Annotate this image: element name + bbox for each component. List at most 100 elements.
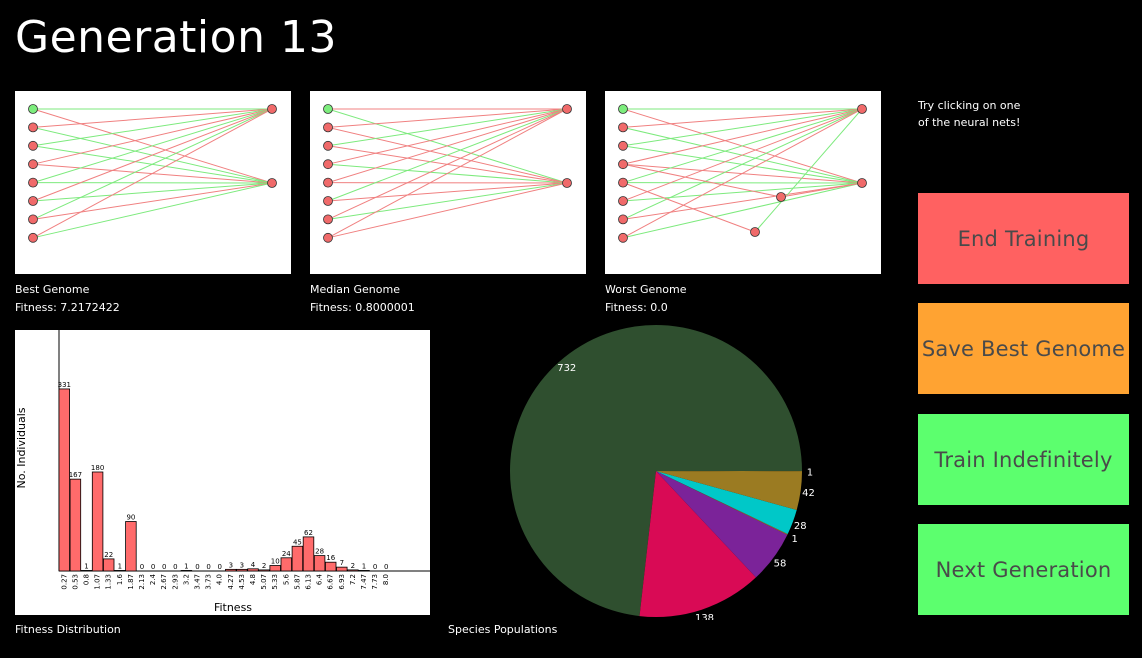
connection-line bbox=[327, 108, 568, 147]
best-genome-label: Best Genome bbox=[15, 283, 90, 296]
output-node bbox=[562, 178, 572, 188]
bar-value-label: 22 bbox=[104, 551, 113, 559]
bar-value-label: 1 bbox=[184, 562, 188, 570]
x-tick-label: 2.93 bbox=[171, 574, 179, 590]
bar-value-label: 24 bbox=[282, 550, 291, 558]
fitness-bar bbox=[58, 388, 71, 572]
connection-line bbox=[327, 182, 568, 202]
x-tick-label: 7.73 bbox=[371, 574, 379, 590]
next-generation-button[interactable]: Next Generation bbox=[918, 524, 1129, 615]
x-tick-label: 8.0 bbox=[382, 574, 390, 585]
fitness-bar bbox=[280, 557, 293, 572]
pie-slice-label: 28 bbox=[794, 521, 807, 532]
bar-value-label: 331 bbox=[58, 381, 71, 389]
fitness-bar bbox=[302, 536, 315, 572]
x-tick-label: 2.67 bbox=[160, 574, 168, 590]
x-axis-label: Fitness bbox=[214, 601, 252, 614]
input-node bbox=[618, 196, 628, 206]
input-node bbox=[618, 232, 628, 243]
y-axis-label: No. Individuals bbox=[15, 407, 28, 488]
median-genome-graph bbox=[323, 104, 572, 243]
bar-value-label: 0 bbox=[217, 563, 221, 571]
best-genome-fitness: Fitness: 7.2172422 bbox=[15, 301, 120, 314]
worst-genome-nodes bbox=[618, 104, 867, 243]
connection-line bbox=[622, 108, 863, 147]
output-node bbox=[562, 104, 572, 114]
connection-line bbox=[32, 182, 273, 239]
x-tick-label: 3.73 bbox=[205, 574, 213, 590]
x-tick-label: 1.33 bbox=[105, 574, 113, 590]
worst-genome-label: Worst Genome bbox=[605, 283, 687, 296]
connection-line bbox=[327, 108, 568, 239]
x-tick-label: 4.8 bbox=[249, 574, 257, 585]
fitness-bar bbox=[313, 555, 326, 572]
connection-line bbox=[327, 108, 568, 202]
fitness-bar bbox=[247, 568, 259, 572]
output-node bbox=[267, 104, 277, 114]
median-genome-network[interactable] bbox=[310, 91, 586, 274]
fitness-bar bbox=[103, 558, 115, 572]
bar-value-label: 0 bbox=[162, 563, 166, 571]
input-node bbox=[618, 214, 628, 225]
x-tick-label: 5.33 bbox=[271, 574, 279, 590]
fitness-bar bbox=[114, 570, 126, 572]
connection-line bbox=[32, 182, 273, 220]
connection-line bbox=[622, 108, 863, 239]
connection-line bbox=[622, 163, 782, 198]
connection-line bbox=[327, 108, 568, 184]
connection-line bbox=[32, 108, 273, 128]
x-tick-label: 4.27 bbox=[227, 574, 235, 590]
connection-line bbox=[622, 108, 863, 220]
fitness-bar bbox=[358, 570, 370, 572]
x-tick-label: 6.13 bbox=[305, 574, 313, 590]
fitness-distribution-caption: Fitness Distribution bbox=[15, 623, 121, 636]
worst-genome-edges bbox=[622, 108, 863, 239]
page-title: Generation 13 bbox=[15, 12, 337, 63]
connection-line bbox=[622, 182, 756, 233]
worst-genome-graph bbox=[618, 104, 867, 243]
train-indefinitely-button[interactable]: Train Indefinitely bbox=[918, 414, 1129, 505]
connection-line bbox=[327, 108, 568, 165]
bar-value-label: 7 bbox=[340, 559, 344, 567]
best-genome-edges bbox=[32, 108, 273, 239]
output-node bbox=[857, 178, 867, 188]
bar-value-label: 0 bbox=[384, 563, 388, 571]
connection-line bbox=[32, 108, 273, 165]
input-node bbox=[323, 177, 333, 188]
input-node bbox=[323, 122, 333, 133]
bar-value-label: 0 bbox=[151, 563, 155, 571]
fitness-bar bbox=[69, 478, 82, 572]
connection-line bbox=[327, 182, 568, 220]
worst-genome-fitness: Fitness: 0.0 bbox=[605, 301, 668, 314]
hidden-node bbox=[750, 227, 760, 237]
connection-line bbox=[622, 182, 863, 202]
pie-slice-label: 732 bbox=[557, 363, 576, 374]
pie-slice bbox=[656, 471, 788, 535]
end-training-button[interactable]: End Training bbox=[918, 193, 1129, 284]
save-best-genome-button[interactable]: Save Best Genome bbox=[918, 303, 1129, 394]
input-node bbox=[28, 159, 38, 170]
connection-line bbox=[327, 108, 568, 128]
bar-value-label: 10 bbox=[271, 558, 280, 566]
x-tick-label: 4.0 bbox=[216, 574, 224, 585]
hint-line-2: of the neural nets! bbox=[918, 116, 1021, 129]
x-tick-label: 5.87 bbox=[293, 574, 301, 590]
pie-slice bbox=[656, 471, 788, 578]
species-pie-chart: 732 138 58 1 28 42 1 bbox=[510, 325, 815, 620]
pie-slice-label: 1 bbox=[792, 534, 798, 545]
x-tick-label: 6.67 bbox=[327, 574, 335, 590]
input-node bbox=[323, 214, 333, 225]
x-tick-label: 2.13 bbox=[138, 574, 146, 590]
pie-slice-label: 1 bbox=[807, 467, 813, 478]
x-tick-label: 3.2 bbox=[182, 574, 190, 585]
input-node bbox=[28, 140, 38, 151]
bar-value-label: 3 bbox=[229, 561, 233, 569]
pie-slice-label: 138 bbox=[695, 613, 714, 620]
connection-line bbox=[32, 108, 273, 147]
best-genome-network[interactable] bbox=[15, 91, 291, 274]
connection-line bbox=[622, 108, 863, 202]
bar-value-label: 90 bbox=[126, 514, 135, 522]
worst-genome-network[interactable] bbox=[605, 91, 881, 274]
x-tick-label: 4.53 bbox=[238, 574, 246, 590]
x-tick-label: 6.93 bbox=[338, 574, 346, 590]
